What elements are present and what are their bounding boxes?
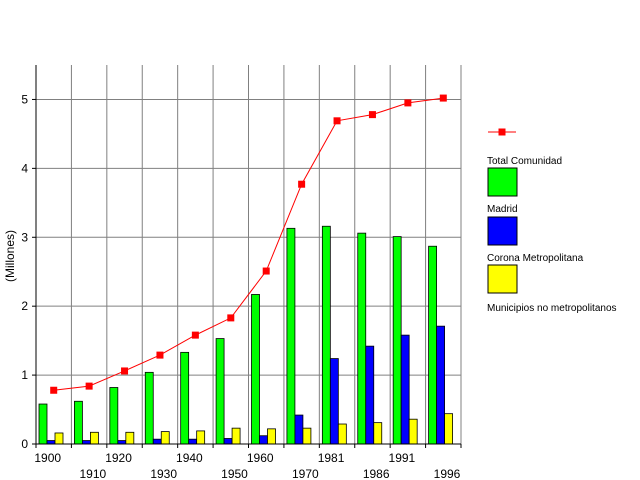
line-point	[298, 180, 306, 188]
x-tick-label: 1940	[176, 451, 203, 465]
line-point	[262, 267, 270, 275]
line-point	[191, 331, 199, 339]
line-point	[439, 94, 447, 102]
legend-line-point	[498, 128, 506, 136]
bar	[444, 413, 453, 445]
bar	[373, 422, 383, 445]
bar	[90, 431, 99, 445]
line-point	[50, 386, 58, 394]
bar	[38, 403, 48, 445]
series-line	[53, 97, 444, 391]
bar	[188, 438, 198, 445]
legend-label: Corona Metropolitana	[487, 253, 584, 264]
total-line	[50, 94, 447, 394]
line-point	[156, 351, 164, 359]
y-tick-label: 2	[21, 299, 28, 313]
x-tick-labels: 1900 1910 1920 1930 1940 1950 1960 1970 1981 1986…	[34, 451, 460, 480]
y-axis-label: (Millones)	[3, 230, 17, 282]
bar	[54, 432, 64, 445]
bar	[152, 438, 162, 445]
x-tick-label: 1996	[434, 467, 461, 480]
bar	[408, 418, 418, 445]
bar	[267, 428, 276, 445]
line-point	[121, 367, 129, 375]
bar	[196, 430, 206, 445]
bar	[436, 325, 445, 445]
bar	[337, 423, 347, 445]
legend-label: Municipios no metropolitanos	[487, 303, 617, 314]
bar	[223, 438, 233, 445]
axes	[32, 65, 462, 448]
line-point	[85, 382, 93, 390]
bar	[251, 294, 260, 445]
bar	[82, 440, 91, 445]
bar	[125, 431, 135, 445]
x-tick-label: 1991	[389, 451, 416, 465]
bar	[117, 440, 127, 445]
bar	[259, 435, 268, 445]
bar	[329, 358, 339, 445]
x-tick-label: 1910	[79, 467, 106, 480]
legend-label: Total Comunidad	[487, 156, 562, 167]
x-tick-label: 1970	[292, 467, 319, 480]
bar	[46, 440, 56, 445]
legend-swatch	[487, 264, 518, 294]
legend-swatch	[487, 216, 518, 246]
bar	[180, 351, 190, 445]
bar	[428, 245, 437, 445]
bar	[231, 427, 241, 445]
bar	[109, 387, 119, 445]
bar	[302, 427, 312, 445]
x-tick-label: 1960	[247, 451, 274, 465]
bar	[215, 338, 225, 445]
y-tick-label: 1	[21, 368, 28, 382]
line-point	[333, 117, 341, 125]
x-tick-label: 1920	[105, 451, 132, 465]
bar	[365, 345, 375, 445]
y-tick-label: 3	[21, 230, 28, 244]
bar	[357, 232, 367, 445]
bar	[294, 414, 304, 445]
bar	[321, 225, 331, 445]
line-point	[227, 314, 235, 322]
x-tick-label: 1950	[221, 467, 248, 480]
bar	[144, 371, 154, 445]
bar	[400, 334, 410, 445]
x-tick-label: 1986	[363, 467, 390, 480]
bar	[160, 431, 170, 445]
y-tick-label: 0	[21, 437, 28, 451]
bar	[286, 227, 296, 445]
y-tick-labels: 0 1 2 3 4 5	[21, 92, 28, 451]
legend: Total Comunidad Madrid Corona Metropolitan…	[487, 128, 617, 314]
line-point	[368, 111, 376, 119]
x-tick-label: 1930	[150, 467, 177, 480]
x-tick-label: 1981	[318, 451, 345, 465]
legend-swatch	[487, 167, 518, 197]
line-point	[404, 99, 412, 107]
bar	[392, 236, 402, 445]
y-tick-label: 4	[21, 161, 28, 175]
legend-label: Madrid	[487, 204, 518, 215]
bar	[74, 400, 83, 445]
x-tick-label: 1900	[34, 451, 61, 465]
y-tick-label: 5	[21, 92, 28, 106]
